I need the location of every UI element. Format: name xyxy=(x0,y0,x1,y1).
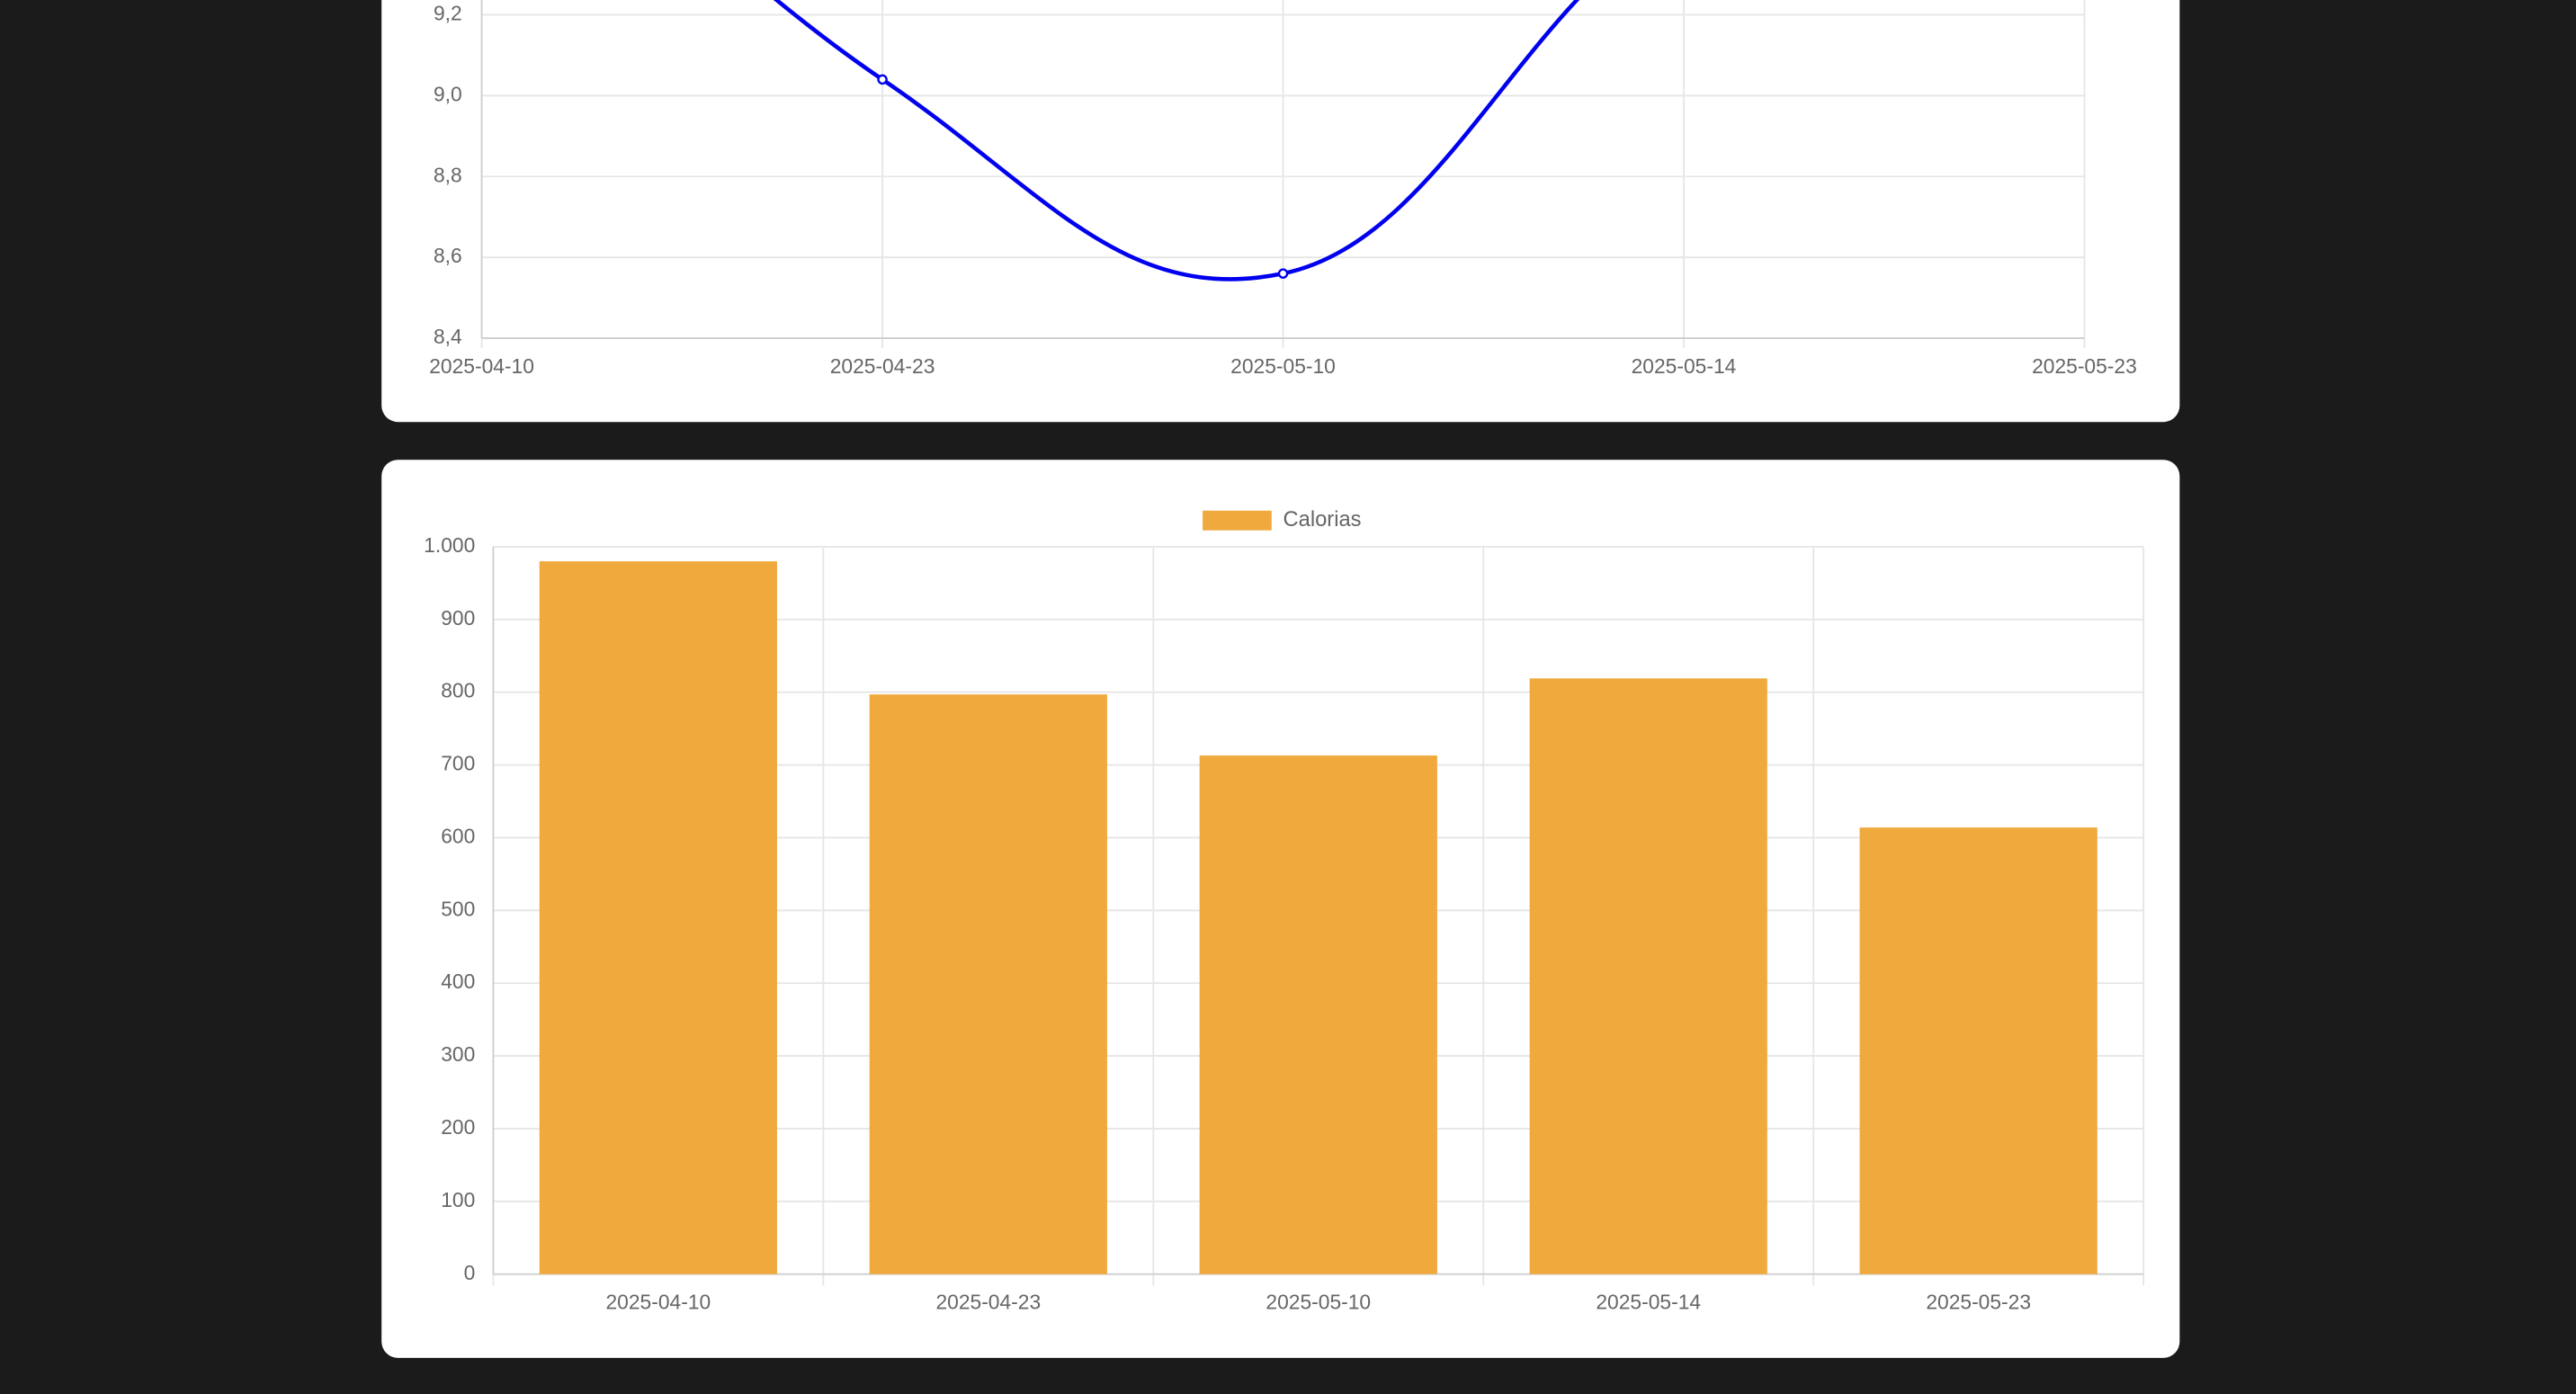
y-tick-label: 300 xyxy=(441,1042,475,1066)
y-tick-label: 500 xyxy=(441,897,475,920)
line-chart: 8,4 8,6 8,8 9,0 9,2 2025-04-10 2025-04-23 2025-… xyxy=(429,0,2137,378)
y-tick-label: 700 xyxy=(441,752,475,775)
y-tick-label: 8,6 xyxy=(434,244,462,267)
x-tick-label: 2025-05-14 xyxy=(1632,354,1737,378)
x-tick-label: 2025-04-23 xyxy=(830,354,935,378)
x-tick-label: 2025-05-10 xyxy=(1230,354,1336,378)
bar xyxy=(869,694,1107,1274)
x-tick-label: 2025-05-23 xyxy=(1926,1291,2031,1314)
bar-chart: 0 100 200 300 400 500 600 700 800 900 1.000 2025-04… xyxy=(424,508,2145,1314)
y-tick-label: 200 xyxy=(441,1115,475,1139)
bar xyxy=(1529,678,1767,1274)
x-tick-label: 2025-05-10 xyxy=(1266,1291,1371,1314)
y-tick-label: 8,4 xyxy=(434,325,462,348)
x-tick-label: 2025-04-23 xyxy=(935,1291,1041,1314)
y-tick-label: 900 xyxy=(441,606,475,630)
x-tick-label: 2025-04-10 xyxy=(606,1291,711,1314)
y-tick-label: 100 xyxy=(441,1188,475,1211)
y-tick-label: 0 xyxy=(464,1261,476,1284)
bar xyxy=(1859,827,2097,1274)
y-tick-label: 1.000 xyxy=(424,533,475,557)
legend-label: Calorias xyxy=(1284,508,1362,532)
point xyxy=(877,74,888,85)
y-tick-label: 600 xyxy=(441,824,475,847)
bar xyxy=(1199,755,1437,1274)
y-tick-label: 8,8 xyxy=(434,163,462,186)
y-tick-label: 9,2 xyxy=(434,1,462,24)
y-tick-label: 9,0 xyxy=(434,82,462,105)
line-card xyxy=(381,0,2180,423)
x-tick-label: 2025-04-10 xyxy=(429,354,534,378)
x-tick-label: 2025-05-23 xyxy=(2032,354,2137,378)
bar xyxy=(539,561,777,1274)
point xyxy=(1277,268,1289,279)
x-tick-label: 2025-05-14 xyxy=(1596,1291,1701,1314)
y-tick-label: 400 xyxy=(441,970,475,993)
legend-swatch xyxy=(1203,510,1272,531)
y-tick-label: 800 xyxy=(441,679,475,702)
